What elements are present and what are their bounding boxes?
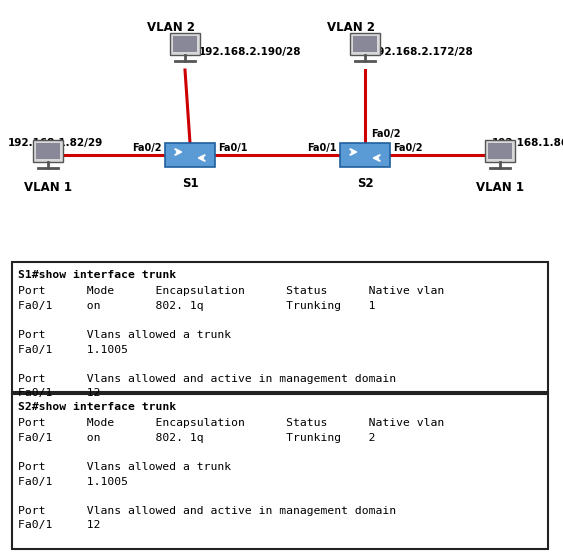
Text: 192.168.1.86/29: 192.168.1.86/29 (492, 138, 563, 148)
Text: S2#show interface trunk: S2#show interface trunk (18, 402, 176, 412)
Text: 192.168.1.82/29: 192.168.1.82/29 (8, 138, 103, 148)
Text: S1: S1 (182, 177, 198, 190)
Bar (12, 394, 548, 549)
Bar (353, 36, 377, 52)
Text: VLAN 2: VLAN 2 (147, 21, 195, 34)
Text: S2: S2 (357, 177, 373, 190)
Text: VLAN 2: VLAN 2 (327, 21, 375, 34)
Text: VLAN 1: VLAN 1 (24, 181, 72, 194)
Text: Fa0/1     1.1005: Fa0/1 1.1005 (18, 476, 128, 486)
Text: Port      Vlans allowed a trunk: Port Vlans allowed a trunk (18, 330, 231, 340)
Text: Fa0/1     on        802. 1q            Trunking    1: Fa0/1 on 802. 1q Trunking 1 (18, 301, 376, 311)
Bar (165, 143, 215, 167)
Bar (340, 143, 390, 167)
Text: Port      Mode      Encapsulation      Status      Native vlan: Port Mode Encapsulation Status Native vl… (18, 418, 444, 428)
Text: Fa0/2: Fa0/2 (371, 129, 400, 139)
Bar (173, 36, 197, 52)
Text: VLAN 1: VLAN 1 (476, 181, 524, 194)
Text: Fa0/2: Fa0/2 (132, 143, 162, 153)
Text: Fa0/1     1.1005: Fa0/1 1.1005 (18, 344, 128, 354)
Bar (170, 33, 200, 55)
Text: S1#show interface trunk: S1#show interface trunk (18, 270, 176, 280)
Text: Fa0/1: Fa0/1 (218, 143, 248, 153)
Text: Port      Vlans allowed and active in management domain: Port Vlans allowed and active in managem… (18, 506, 396, 515)
Text: Port      Mode      Encapsulation      Status      Native vlan: Port Mode Encapsulation Status Native vl… (18, 286, 444, 296)
Text: Port      Vlans allowed and active in management domain: Port Vlans allowed and active in managem… (18, 374, 396, 384)
Bar (485, 140, 515, 162)
Text: Fa0/1: Fa0/1 (307, 143, 337, 153)
Text: Port      Vlans allowed a trunk: Port Vlans allowed a trunk (18, 462, 231, 472)
Text: Fa0/2: Fa0/2 (393, 143, 422, 153)
Bar (488, 143, 512, 159)
Bar (350, 33, 380, 55)
Text: 192.168.2.190/28: 192.168.2.190/28 (199, 47, 302, 57)
Text: Fa0/1     12: Fa0/1 12 (18, 520, 101, 530)
Bar (33, 140, 63, 162)
Text: 192.168.2.172/28: 192.168.2.172/28 (371, 47, 473, 57)
Text: Fa0/1     12: Fa0/1 12 (18, 388, 101, 398)
Text: Fa0/1     on        802. 1q            Trunking    2: Fa0/1 on 802. 1q Trunking 2 (18, 433, 376, 443)
Bar (12, 262, 548, 392)
Bar (36, 143, 60, 159)
